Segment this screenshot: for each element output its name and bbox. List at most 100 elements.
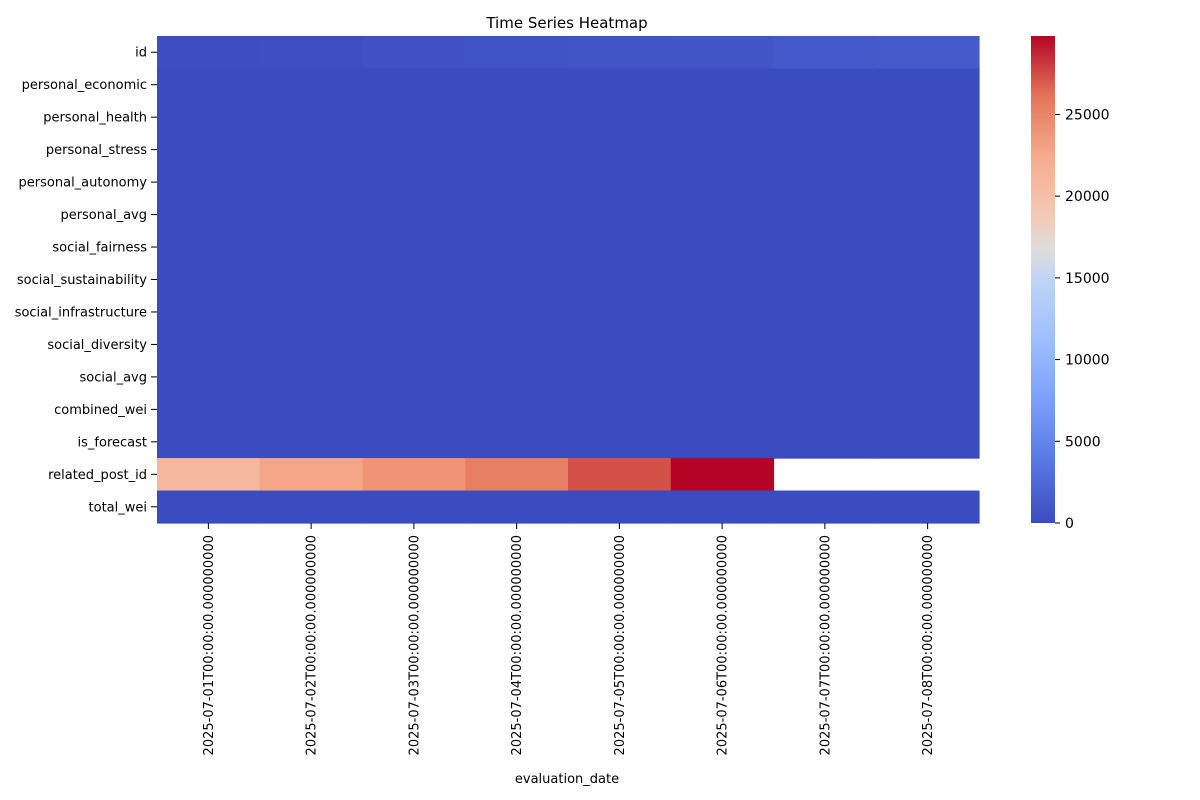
heatmap-cell [670, 263, 775, 297]
y-tick-label: combined_wei [54, 403, 147, 418]
heatmap-cell [876, 360, 980, 394]
heatmap-cell [670, 458, 775, 492]
heatmap-cell [157, 198, 261, 232]
heatmap-cell [876, 328, 980, 362]
heatmap-cell [259, 490, 364, 524]
heatmap-cell [670, 425, 775, 459]
heatmap-cell [362, 490, 466, 524]
heatmap-cell [362, 393, 466, 427]
heatmap-cell [773, 328, 877, 362]
colorbar-ticks: 0 5000 10000 15000 20000 25000 [1055, 107, 1110, 532]
heatmap-cells [157, 36, 980, 524]
heatmap-cell [568, 458, 672, 492]
heatmap-cell [670, 100, 775, 134]
y-tick-label: related_post_id [48, 468, 147, 483]
heatmap-cell [876, 198, 980, 232]
heatmap-cell [362, 198, 466, 232]
heatmap-cell [259, 425, 364, 459]
heatmap-cell [362, 458, 466, 492]
x-axis-ticks: 2025-07-01T00:00:00.000000000 2025-07-02T… [202, 523, 936, 755]
heatmap-cell [157, 263, 261, 297]
heatmap-cell [568, 425, 672, 459]
heatmap-cell [670, 165, 775, 199]
heatmap-cell [362, 133, 466, 167]
heatmap-cell [157, 490, 261, 524]
heatmap-cell [568, 198, 672, 232]
heatmap-cell [259, 198, 364, 232]
heatmap-cell [259, 68, 364, 102]
heatmap-cell [773, 100, 877, 134]
y-tick-label: personal_autonomy [19, 176, 148, 191]
heatmap-cell [259, 165, 364, 199]
colorbar-tick-label: 0 [1065, 516, 1074, 532]
heatmap-cell [773, 263, 877, 297]
heatmap-cell [670, 360, 775, 394]
heatmap-cell [670, 36, 775, 70]
heatmap-cell [670, 198, 775, 232]
heatmap-cell [362, 360, 466, 394]
heatmap-cell [876, 393, 980, 427]
y-tick-label: personal_health [43, 111, 147, 126]
heatmap-cell [568, 165, 672, 199]
heatmap-cell [259, 263, 364, 297]
heatmap-cell [259, 133, 364, 167]
heatmap-cell [568, 295, 672, 329]
heatmap-cell [773, 425, 877, 459]
heatmap-cell [773, 165, 877, 199]
y-tick-label: personal_avg [60, 208, 147, 223]
heatmap-cell [465, 393, 569, 427]
heatmap-cell [362, 425, 466, 459]
heatmap-cell [465, 458, 569, 492]
colorbar-tick-label: 10000 [1065, 353, 1110, 369]
heatmap-cell [465, 425, 569, 459]
heatmap-cell [670, 68, 775, 102]
x-axis-label: evaluation_date [515, 772, 619, 787]
heatmap-cell [465, 100, 569, 134]
heatmap-cell [157, 393, 261, 427]
y-tick-label: personal_stress [46, 143, 147, 158]
colorbar-tick-label: 20000 [1065, 189, 1110, 205]
heatmap-cell [362, 36, 466, 70]
heatmap-cell [568, 230, 672, 264]
heatmap-cell [773, 393, 877, 427]
heatmap-cell [465, 490, 569, 524]
heatmap-cell [876, 295, 980, 329]
heatmap-cell [568, 393, 672, 427]
heatmap-cell [568, 360, 672, 394]
heatmap-cell [773, 36, 877, 70]
y-tick-label: total_wei [89, 500, 147, 515]
y-tick-label: social_avg [80, 370, 147, 385]
heatmap-cell [362, 328, 466, 362]
heatmap-cell [773, 230, 877, 264]
heatmap-cell [259, 328, 364, 362]
heatmap-cell [773, 360, 877, 394]
heatmap-cell [465, 68, 569, 102]
heatmap-cell [568, 36, 672, 70]
heatmap-cell [568, 100, 672, 134]
colorbar [1031, 36, 1055, 523]
y-tick-label: is_forecast [78, 435, 147, 450]
heatmap-cell [670, 490, 775, 524]
heatmap-cell [157, 36, 261, 70]
heatmap-cell [670, 328, 775, 362]
heatmap-cell [465, 360, 569, 394]
heatmap-cell [157, 425, 261, 459]
heatmap-cell [465, 328, 569, 362]
heatmap-cell [773, 133, 877, 167]
x-tick-label: 2025-07-08T00:00:00.000000000 [921, 535, 936, 755]
heatmap-cell [259, 295, 364, 329]
heatmap-cell [670, 393, 775, 427]
heatmap-cell [465, 165, 569, 199]
heatmap-cell [876, 68, 980, 102]
heatmap-cell [157, 165, 261, 199]
heatmap-cell [362, 100, 466, 134]
heatmap-cell [876, 165, 980, 199]
heatmap-cell [259, 100, 364, 134]
heatmap-cell [773, 198, 877, 232]
heatmap-cell [568, 490, 672, 524]
heatmap-cell [773, 295, 877, 329]
heatmap-cell [670, 133, 775, 167]
x-tick-label: 2025-07-05T00:00:00.000000000 [613, 535, 628, 755]
heatmap-cell [259, 360, 364, 394]
heatmap-cell [157, 230, 261, 264]
